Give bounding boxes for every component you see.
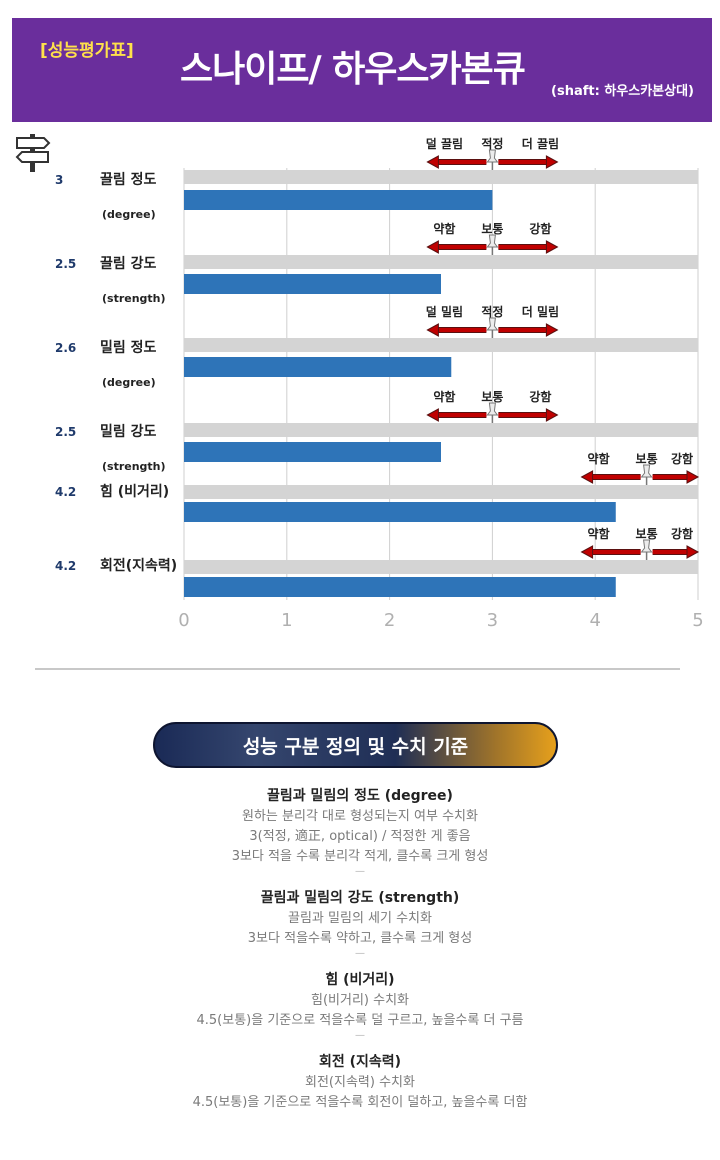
definition-line: 4.5(보통)을 기준으로 적을수록 회전이 덜하고, 높을수록 더함 bbox=[192, 1095, 528, 1110]
arrow-left bbox=[426, 408, 487, 422]
pushpin-icon bbox=[640, 539, 653, 560]
scale-mid-label: 보통 bbox=[636, 526, 658, 541]
reference-track bbox=[184, 170, 698, 184]
scale-left-label: 약함 bbox=[433, 221, 455, 236]
value-label: 3 bbox=[55, 173, 63, 187]
row-sublabel: (strength) bbox=[102, 460, 166, 473]
section-banner: 성능 구분 정의 및 수치 기준 bbox=[153, 722, 558, 768]
scale-right-label: 더 끌림 bbox=[522, 136, 559, 151]
definition-heading: 힘 (비거리) bbox=[325, 972, 395, 988]
pushpin-icon bbox=[486, 149, 499, 170]
arrow-left bbox=[426, 323, 487, 337]
x-tick-label: 3 bbox=[487, 610, 498, 631]
row-label: 밀림 강도 bbox=[100, 423, 157, 440]
row-sublabel: (degree) bbox=[102, 376, 156, 389]
arrow-right bbox=[652, 470, 700, 484]
reference-track bbox=[184, 560, 698, 574]
reference-track bbox=[184, 423, 698, 437]
arrow-left bbox=[580, 545, 641, 559]
row-sublabel: (strength) bbox=[102, 292, 166, 305]
row-label: 힘 (비거리) bbox=[100, 483, 169, 500]
definition-degree: 끌림과 밀림의 정도 (degree) 원하는 분리각 대로 형성되는지 여부 … bbox=[60, 785, 660, 877]
arrow-left bbox=[426, 240, 487, 254]
definition-line: 3(적정, 適正, optical) / 적정한 게 좋음 bbox=[249, 829, 471, 844]
row-label: 끌림 강도 bbox=[100, 255, 157, 272]
scale-mid-label: 적정 bbox=[481, 304, 503, 319]
reference-track bbox=[184, 255, 698, 269]
scale-mid-label: 적정 bbox=[481, 136, 503, 151]
arrow-right bbox=[498, 408, 559, 422]
definition-heading: 끌림과 밀림의 정도 (degree) bbox=[267, 788, 453, 804]
section-divider bbox=[35, 668, 680, 670]
header-subtitle: (shaft: 하우스카본상대) bbox=[551, 84, 694, 99]
row-label: 회전(지속력) bbox=[100, 557, 177, 574]
value-label: 4.2 bbox=[55, 559, 76, 573]
scale-left-label: 덜 끌림 bbox=[426, 137, 463, 151]
arrow-left bbox=[580, 470, 641, 484]
pushpin-icon bbox=[486, 402, 499, 423]
bar-2 bbox=[184, 274, 441, 294]
value-label: 2.5 bbox=[55, 257, 76, 271]
definition-line: 원하는 분리각 대로 형성되는지 여부 수치화 bbox=[242, 809, 478, 824]
definition-separator: — bbox=[355, 1030, 365, 1041]
pushpin-icon bbox=[486, 234, 499, 255]
pushpin-icon bbox=[486, 317, 499, 338]
definition-line: 힘(비거리) 수치화 bbox=[311, 993, 409, 1008]
header-tag: [성능평가표] bbox=[40, 41, 134, 61]
scale-right-label: 더 밀림 bbox=[522, 304, 559, 319]
scale-right-label: 강함 bbox=[529, 389, 551, 404]
scale-left-label: 덜 밀림 bbox=[426, 305, 463, 319]
pushpin-icon bbox=[640, 464, 653, 485]
reference-track bbox=[184, 485, 698, 499]
row-sublabel: (degree) bbox=[102, 208, 156, 221]
x-tick-label: 1 bbox=[281, 610, 292, 631]
bar-6 bbox=[184, 577, 616, 597]
scale-right-label: 강함 bbox=[529, 221, 551, 236]
scale-mid-label: 보통 bbox=[636, 451, 658, 466]
bar-1 bbox=[184, 190, 493, 210]
definition-line: 회전(지속력) 수치화 bbox=[305, 1075, 415, 1090]
definition-heading: 회전 (지속력) bbox=[318, 1054, 402, 1070]
performance-chart: 3 끌림 정도(degree)덜 끌림 적정 더 끌림2.5 끌림 강도(strengt… bbox=[55, 136, 704, 631]
arrow-left bbox=[426, 155, 487, 169]
bar-3 bbox=[184, 357, 452, 377]
definition-line: 끌림과 밀림의 세기 수치화 bbox=[288, 911, 432, 926]
reference-track bbox=[184, 338, 698, 352]
x-tick-label: 0 bbox=[178, 610, 189, 631]
definition-separator: — bbox=[355, 948, 365, 959]
x-tick-label: 4 bbox=[589, 610, 600, 631]
definition-line: 3보다 적을수록 약하고, 클수록 크게 형성 bbox=[247, 931, 473, 946]
row-label: 끌림 정도 bbox=[100, 171, 157, 188]
definition-strength: 끌림과 밀림의 강도 (strength) 끌림과 밀림의 세기 수치화 3보다… bbox=[60, 887, 660, 959]
x-tick-label: 2 bbox=[384, 610, 395, 631]
scale-left-label: 약함 bbox=[433, 389, 455, 404]
arrow-right bbox=[498, 323, 559, 337]
x-tick-label: 5 bbox=[692, 610, 703, 631]
scale-mid-label: 보통 bbox=[481, 389, 503, 404]
scale-left-label: 약함 bbox=[588, 526, 610, 541]
value-label: 4.2 bbox=[55, 485, 76, 499]
arrow-right bbox=[652, 545, 700, 559]
scale-right-label: 강함 bbox=[671, 526, 693, 541]
arrow-right bbox=[498, 240, 559, 254]
scale-right-label: 강함 bbox=[671, 451, 693, 466]
value-label: 2.5 bbox=[55, 425, 76, 439]
header-banner: [성능평가표] 스나이프/ 하우스카본큐 (shaft: 하우스카본상대) bbox=[12, 18, 712, 122]
arrow-right bbox=[498, 155, 559, 169]
definition-spin: 회전 (지속력) 회전(지속력) 수치화 4.5(보통)을 기준으로 적을수록 … bbox=[60, 1051, 660, 1113]
page-title: 스나이프/ 하우스카본큐 bbox=[180, 49, 526, 90]
signpost-icon bbox=[15, 134, 51, 172]
definition-line: 4.5(보통)을 기준으로 적을수록 덜 구르고, 높을수록 더 구름 bbox=[196, 1013, 524, 1028]
definitions-list: 끌림과 밀림의 정도 (degree) 원하는 분리각 대로 형성되는지 여부 … bbox=[60, 785, 660, 1123]
definition-power: 힘 (비거리) 힘(비거리) 수치화 4.5(보통)을 기준으로 적을수록 덜 … bbox=[60, 969, 660, 1041]
bar-5 bbox=[184, 502, 616, 522]
definition-separator: — bbox=[355, 866, 365, 877]
scale-left-label: 약함 bbox=[588, 451, 610, 466]
scale-mid-label: 보통 bbox=[481, 221, 503, 236]
bar-4 bbox=[184, 442, 441, 462]
definition-heading: 끌림과 밀림의 강도 (strength) bbox=[260, 890, 460, 906]
definition-line: 3보다 적을 수록 분리각 적게, 클수록 크게 형성 bbox=[231, 849, 489, 864]
value-label: 2.6 bbox=[55, 341, 76, 355]
row-label: 밀림 정도 bbox=[100, 339, 157, 356]
